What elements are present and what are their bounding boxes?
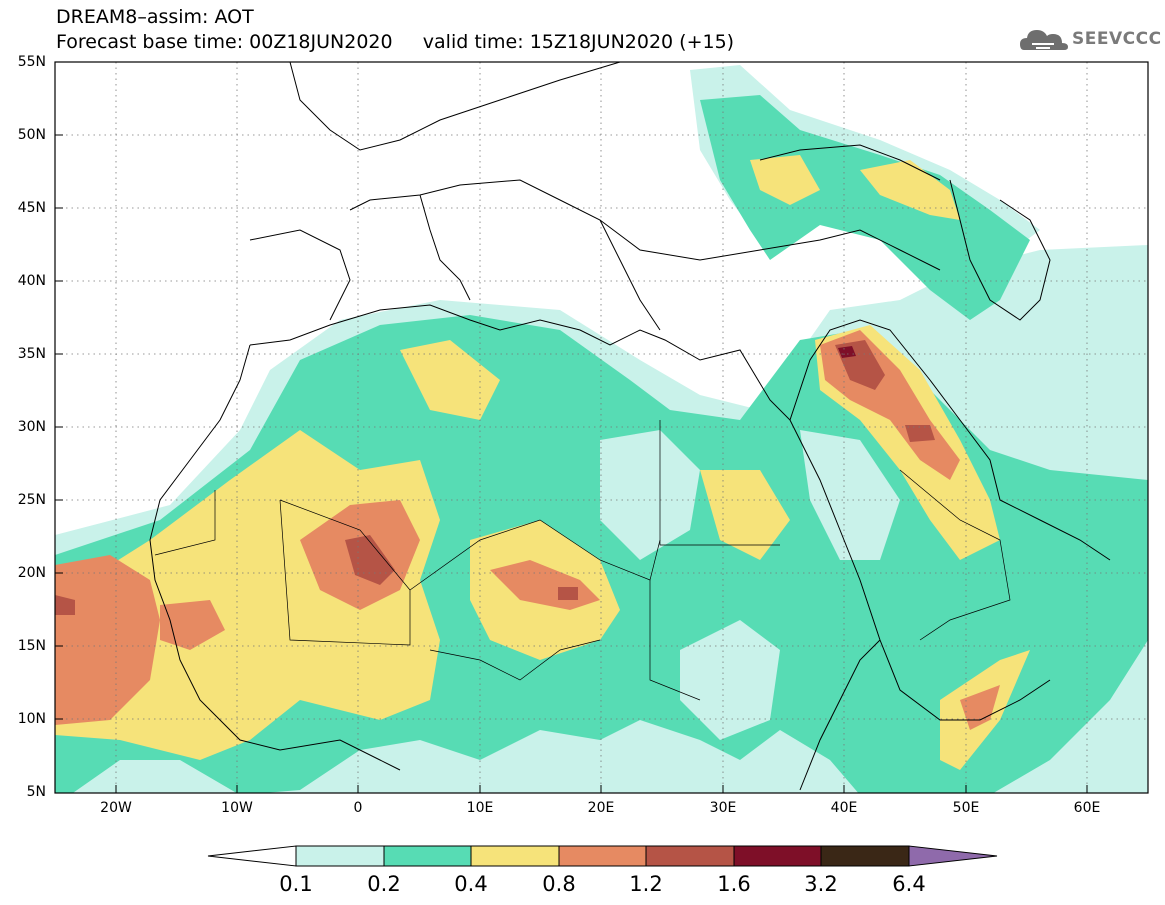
aot-contour-1.2-chad: [558, 587, 578, 600]
colorbar-label: 1.6: [717, 872, 751, 896]
lat-label: 45N: [17, 200, 46, 216]
colorbar-arrow-left: [207, 845, 297, 867]
aot-contour-0.4-north-africa: [400, 340, 500, 420]
aot-contour-1.2-kuwait: [905, 425, 935, 442]
colorbar-label: 1.2: [629, 872, 663, 896]
lat-label: 5N: [26, 784, 46, 800]
aot-patch-light-3: [680, 620, 780, 740]
logo-text: SEEVCCC: [1072, 29, 1162, 49]
aot-contour-0.4-horn: [700, 470, 790, 560]
lat-label: 20N: [17, 565, 46, 581]
lat-label: 10N: [17, 711, 46, 727]
lon-label: 30E: [709, 800, 737, 816]
aot-patch-light-2: [800, 430, 900, 560]
colorbar-label: 0.4: [454, 872, 488, 896]
lon-label: 20E: [587, 800, 615, 816]
tick-marks: [55, 61, 1088, 794]
colorbar-swatch-4: [558, 845, 647, 867]
lat-label: 55N: [17, 54, 46, 70]
colorbar-label: 0.2: [367, 872, 401, 896]
lat-label: 30N: [17, 419, 46, 435]
colorbar-swatch-6: [733, 845, 822, 867]
title-line-1: DREAM8–assim: AOT: [56, 6, 254, 28]
coastlines: [149, 62, 1111, 791]
aot-contour-0.8-guinea: [160, 600, 225, 650]
political-borders: [154, 420, 1011, 701]
lat-label: 15N: [17, 638, 46, 654]
aot-contour-1.2-senegal: [55, 595, 75, 615]
colorbar-swatch-1: [295, 845, 385, 867]
colorbar-swatch-3: [470, 845, 560, 867]
colorbar-swatch-7: [820, 845, 910, 867]
lat-label: 50N: [17, 127, 46, 143]
lat-label: 25N: [17, 492, 46, 508]
lon-label: 60E: [1073, 800, 1101, 816]
colorbar-arrow-right: [908, 845, 998, 867]
lon-label: 50E: [952, 800, 980, 816]
lon-label: 10E: [466, 800, 494, 816]
colorbar-label: 0.1: [279, 872, 313, 896]
aot-contour-0.8-senegal: [55, 555, 160, 725]
lon-label: 40E: [830, 800, 858, 816]
aot-field: [55, 62, 1148, 793]
aot-contour-0.2-north: [700, 95, 1030, 320]
colorbar-swatch-2: [383, 845, 472, 867]
cloud-logo-icon: [1020, 30, 1068, 50]
title-line-2: Forecast base time: 00Z18JUN2020 valid t…: [56, 31, 735, 53]
colorbar-label: 6.4: [892, 872, 926, 896]
lat-label: 40N: [17, 273, 46, 289]
aot-contour-1.6-iraq: [838, 346, 856, 358]
colorbar: [207, 845, 998, 867]
lon-label: 0: [353, 800, 363, 816]
aot-contour-1.2-mali: [345, 535, 395, 585]
lon-label: 20W: [100, 800, 132, 816]
aot-patch-light-1: [600, 430, 700, 560]
colorbar-label: 3.2: [804, 872, 838, 896]
colorbar-swatch-5: [645, 845, 735, 867]
aot-contour-0.4-ukraine: [750, 155, 820, 205]
colorbar-label: 0.8: [542, 872, 576, 896]
graticule: [55, 62, 1148, 793]
lon-label: 10W: [221, 800, 253, 816]
aot-contour-0.4-caspian: [860, 160, 960, 220]
lat-label: 35N: [17, 346, 46, 362]
